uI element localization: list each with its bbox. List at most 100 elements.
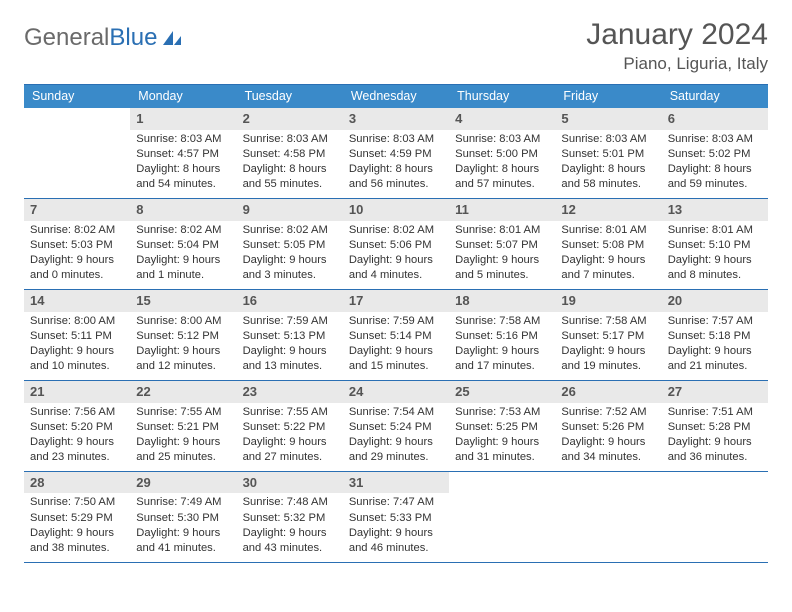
- daylight-text: Daylight: 9 hours: [455, 344, 549, 359]
- sunrise-text: Sunrise: 7:59 AM: [349, 314, 443, 329]
- daylight-text: and 56 minutes.: [349, 177, 443, 192]
- logo-text-blue: Blue: [109, 24, 157, 51]
- daylight-text: Daylight: 9 hours: [243, 435, 337, 450]
- day-number: 24: [343, 381, 449, 403]
- location-subtitle: Piano, Liguria, Italy: [586, 54, 768, 74]
- sunset-text: Sunset: 5:28 PM: [668, 420, 762, 435]
- daylight-text: and 57 minutes.: [455, 177, 549, 192]
- daylight-text: and 31 minutes.: [455, 450, 549, 465]
- calendar-day-cell: 21Sunrise: 7:56 AMSunset: 5:20 PMDayligh…: [24, 381, 130, 471]
- calendar-day-cell: [24, 108, 130, 198]
- sunset-text: Sunset: 4:59 PM: [349, 147, 443, 162]
- daylight-text: and 34 minutes.: [561, 450, 655, 465]
- day-number: 8: [130, 199, 236, 221]
- weekday-header-row: Sunday Monday Tuesday Wednesday Thursday…: [24, 85, 768, 108]
- day-number: 14: [24, 290, 130, 312]
- weekday-header: Friday: [555, 85, 661, 108]
- day-number: 5: [555, 108, 661, 130]
- calendar-day-cell: [662, 472, 768, 562]
- calendar-day-cell: 16Sunrise: 7:59 AMSunset: 5:13 PMDayligh…: [237, 290, 343, 380]
- sunrise-text: Sunrise: 8:03 AM: [668, 132, 762, 147]
- daylight-text: and 21 minutes.: [668, 359, 762, 374]
- day-number: 6: [662, 108, 768, 130]
- calendar-day-cell: 24Sunrise: 7:54 AMSunset: 5:24 PMDayligh…: [343, 381, 449, 471]
- daylight-text: and 41 minutes.: [136, 541, 230, 556]
- calendar-day-cell: 14Sunrise: 8:00 AMSunset: 5:11 PMDayligh…: [24, 290, 130, 380]
- day-number: 25: [449, 381, 555, 403]
- sunset-text: Sunset: 5:26 PM: [561, 420, 655, 435]
- daylight-text: Daylight: 9 hours: [561, 435, 655, 450]
- daylight-text: and 4 minutes.: [349, 268, 443, 283]
- sunset-text: Sunset: 5:30 PM: [136, 511, 230, 526]
- day-number: 20: [662, 290, 768, 312]
- sunrise-text: Sunrise: 7:50 AM: [30, 495, 124, 510]
- daylight-text: Daylight: 8 hours: [668, 162, 762, 177]
- daylight-text: Daylight: 9 hours: [561, 253, 655, 268]
- calendar-day-cell: 22Sunrise: 7:55 AMSunset: 5:21 PMDayligh…: [130, 381, 236, 471]
- sunset-text: Sunset: 4:58 PM: [243, 147, 337, 162]
- day-number: 17: [343, 290, 449, 312]
- calendar-day-cell: 26Sunrise: 7:52 AMSunset: 5:26 PMDayligh…: [555, 381, 661, 471]
- title-block: January 2024 Piano, Liguria, Italy: [586, 18, 768, 74]
- sunrise-text: Sunrise: 7:54 AM: [349, 405, 443, 420]
- sunrise-text: Sunrise: 8:03 AM: [243, 132, 337, 147]
- day-number: 30: [237, 472, 343, 494]
- day-number: 16: [237, 290, 343, 312]
- day-number: 28: [24, 472, 130, 494]
- logo-text-gray: General: [24, 24, 109, 51]
- logo: GeneralBlue: [24, 24, 183, 52]
- sunset-text: Sunset: 5:25 PM: [455, 420, 549, 435]
- calendar-day-cell: 13Sunrise: 8:01 AMSunset: 5:10 PMDayligh…: [662, 199, 768, 289]
- sunset-text: Sunset: 5:13 PM: [243, 329, 337, 344]
- sunset-text: Sunset: 5:08 PM: [561, 238, 655, 253]
- sunrise-text: Sunrise: 7:59 AM: [243, 314, 337, 329]
- sunset-text: Sunset: 5:32 PM: [243, 511, 337, 526]
- daylight-text: Daylight: 9 hours: [30, 344, 124, 359]
- day-number: 2: [237, 108, 343, 130]
- calendar-day-cell: 19Sunrise: 7:58 AMSunset: 5:17 PMDayligh…: [555, 290, 661, 380]
- page-title: January 2024: [586, 18, 768, 52]
- daylight-text: Daylight: 9 hours: [136, 526, 230, 541]
- daylight-text: Daylight: 8 hours: [136, 162, 230, 177]
- sunset-text: Sunset: 5:17 PM: [561, 329, 655, 344]
- calendar-day-cell: 4Sunrise: 8:03 AMSunset: 5:00 PMDaylight…: [449, 108, 555, 198]
- daylight-text: and 38 minutes.: [30, 541, 124, 556]
- day-number: 19: [555, 290, 661, 312]
- sunrise-text: Sunrise: 7:58 AM: [455, 314, 549, 329]
- calendar-day-cell: 8Sunrise: 8:02 AMSunset: 5:04 PMDaylight…: [130, 199, 236, 289]
- daylight-text: Daylight: 9 hours: [455, 253, 549, 268]
- day-number: 9: [237, 199, 343, 221]
- daylight-text: and 43 minutes.: [243, 541, 337, 556]
- calendar-day-cell: 6Sunrise: 8:03 AMSunset: 5:02 PMDaylight…: [662, 108, 768, 198]
- daylight-text: Daylight: 9 hours: [30, 526, 124, 541]
- calendar-day-cell: 30Sunrise: 7:48 AMSunset: 5:32 PMDayligh…: [237, 472, 343, 562]
- calendar-day-cell: 29Sunrise: 7:49 AMSunset: 5:30 PMDayligh…: [130, 472, 236, 562]
- sunrise-text: Sunrise: 8:03 AM: [136, 132, 230, 147]
- sunset-text: Sunset: 5:01 PM: [561, 147, 655, 162]
- calendar-week-row: 21Sunrise: 7:56 AMSunset: 5:20 PMDayligh…: [24, 381, 768, 472]
- daylight-text: and 27 minutes.: [243, 450, 337, 465]
- sunrise-text: Sunrise: 7:49 AM: [136, 495, 230, 510]
- calendar-day-cell: 1Sunrise: 8:03 AMSunset: 4:57 PMDaylight…: [130, 108, 236, 198]
- daylight-text: Daylight: 9 hours: [243, 253, 337, 268]
- calendar-body: 1Sunrise: 8:03 AMSunset: 4:57 PMDaylight…: [24, 108, 768, 563]
- daylight-text: Daylight: 9 hours: [30, 435, 124, 450]
- sunset-text: Sunset: 5:04 PM: [136, 238, 230, 253]
- sunset-text: Sunset: 5:22 PM: [243, 420, 337, 435]
- daylight-text: and 1 minute.: [136, 268, 230, 283]
- daylight-text: and 29 minutes.: [349, 450, 443, 465]
- calendar-day-cell: 17Sunrise: 7:59 AMSunset: 5:14 PMDayligh…: [343, 290, 449, 380]
- sunrise-text: Sunrise: 8:01 AM: [561, 223, 655, 238]
- sunrise-text: Sunrise: 8:03 AM: [349, 132, 443, 147]
- daylight-text: Daylight: 8 hours: [243, 162, 337, 177]
- sunset-text: Sunset: 5:11 PM: [30, 329, 124, 344]
- day-number: 3: [343, 108, 449, 130]
- daylight-text: and 25 minutes.: [136, 450, 230, 465]
- day-number: 7: [24, 199, 130, 221]
- sail-icon: [161, 29, 183, 47]
- calendar-day-cell: 3Sunrise: 8:03 AMSunset: 4:59 PMDaylight…: [343, 108, 449, 198]
- day-number: 12: [555, 199, 661, 221]
- sunrise-text: Sunrise: 7:56 AM: [30, 405, 124, 420]
- daylight-text: and 3 minutes.: [243, 268, 337, 283]
- sunset-text: Sunset: 5:07 PM: [455, 238, 549, 253]
